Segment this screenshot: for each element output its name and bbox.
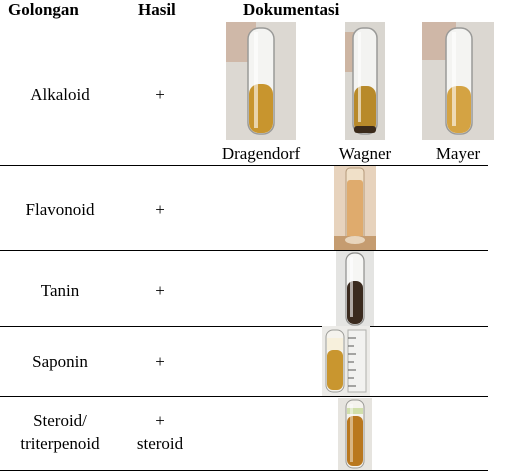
row-flavonoid-hasil: + — [155, 200, 165, 219]
row-steroid-golongan-line2: triterpenoid — [20, 434, 100, 453]
row-tanin-golongan: Tanin — [40, 281, 80, 300]
row-steroid-hasil-line1: + — [155, 411, 165, 430]
tanin-photo — [336, 251, 374, 327]
row-alkaloid-hasil: + — [155, 85, 165, 104]
caption-wagner: Wagner — [338, 144, 392, 163]
liquid — [447, 86, 471, 133]
flavonoid-photo — [334, 166, 376, 250]
row-alkaloid-golongan: Alkaloid — [30, 85, 90, 104]
liquid — [354, 86, 376, 133]
row-flavonoid-golongan: Flavonoid — [25, 200, 95, 219]
alkaloid-mayer-photo — [422, 22, 494, 140]
saponin-photo — [322, 326, 370, 396]
row-divider — [0, 326, 488, 327]
row-saponin-hasil: + — [155, 352, 165, 371]
row-steroid-hasil-line2: steroid — [136, 434, 184, 453]
row-divider — [0, 165, 488, 166]
header-hasil: Hasil — [138, 0, 176, 19]
caption-dragendorf: Dragendorf — [221, 144, 301, 163]
liquid — [249, 84, 273, 133]
liquid — [327, 350, 343, 390]
row-divider — [0, 470, 488, 471]
row-tanin-hasil: + — [155, 281, 165, 300]
header-dokumentasi: Dokumentasi — [243, 0, 340, 19]
alkaloid-dragendorf-photo — [226, 22, 296, 140]
caption-mayer: Mayer — [435, 144, 481, 163]
liquid — [347, 180, 363, 242]
alkaloid-wagner-photo — [345, 22, 385, 140]
row-divider — [0, 250, 488, 251]
row-steroid-golongan-line1: Steroid/ — [33, 411, 87, 430]
liquid — [347, 281, 363, 324]
row-divider — [0, 396, 488, 397]
steroid-photo — [338, 398, 372, 470]
row-saponin-golongan: Saponin — [32, 352, 88, 371]
liquid — [347, 416, 363, 466]
header-golongan: Golongan — [8, 0, 79, 19]
